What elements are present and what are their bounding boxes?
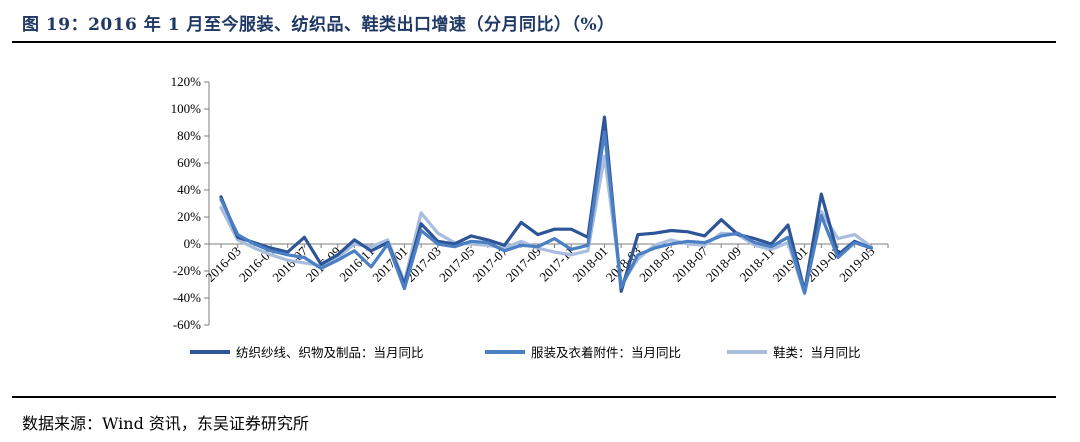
data-source-note: 数据来源：Wind 资讯，东吴证券研究所	[22, 414, 309, 433]
legend-label-3: 鞋类：当月同比	[773, 345, 861, 360]
y-tick-label: 60%	[177, 155, 201, 170]
y-tick-label: 120%	[171, 74, 202, 89]
legend-label-1: 纺织纱线、织物及制品：当月同比	[236, 345, 424, 360]
legend-label-2: 服装及衣着附件：当月同比	[531, 345, 681, 360]
x-tick-label: 2017-05	[436, 244, 477, 285]
x-tick-label: 2018-07	[669, 243, 711, 285]
bottom-rule	[12, 396, 1056, 398]
chart-axes	[208, 82, 888, 325]
chart-legend: 纺织纱线、织物及制品：当月同比 服装及衣着附件：当月同比 鞋类：当月同比	[190, 345, 861, 360]
y-axis-ticks: -60% -40% -20% 0% 20% 40% 60% 80% 100% 120%	[171, 74, 209, 332]
y-tick-label: 100%	[171, 101, 202, 116]
line-chart: -60%-40%-20%0%20%40%60%80%100%120% 2016-…	[171, 74, 889, 360]
figure-title: 图 19：2016 年 1 月至今服装、纺织品、鞋类出口增速（分月同比）（%）	[22, 15, 615, 35]
x-tick-label: 2018-09	[703, 244, 744, 285]
y-tick-label: 40%	[177, 182, 201, 197]
series-line-1	[219, 115, 873, 293]
series-line-2	[219, 130, 873, 295]
y-tick-label: -40%	[173, 290, 201, 305]
y-tick-label: 80%	[177, 128, 201, 143]
series-line-3	[219, 154, 873, 296]
y-tick-label: -20%	[173, 263, 201, 278]
top-rule	[12, 41, 1056, 43]
y-tick-label: 0%	[184, 236, 202, 251]
y-tick-label: 20%	[177, 209, 201, 224]
x-tick-label: 2018-05	[636, 244, 677, 285]
y-tick-label: -60%	[173, 317, 201, 332]
series-lines	[219, 115, 873, 296]
